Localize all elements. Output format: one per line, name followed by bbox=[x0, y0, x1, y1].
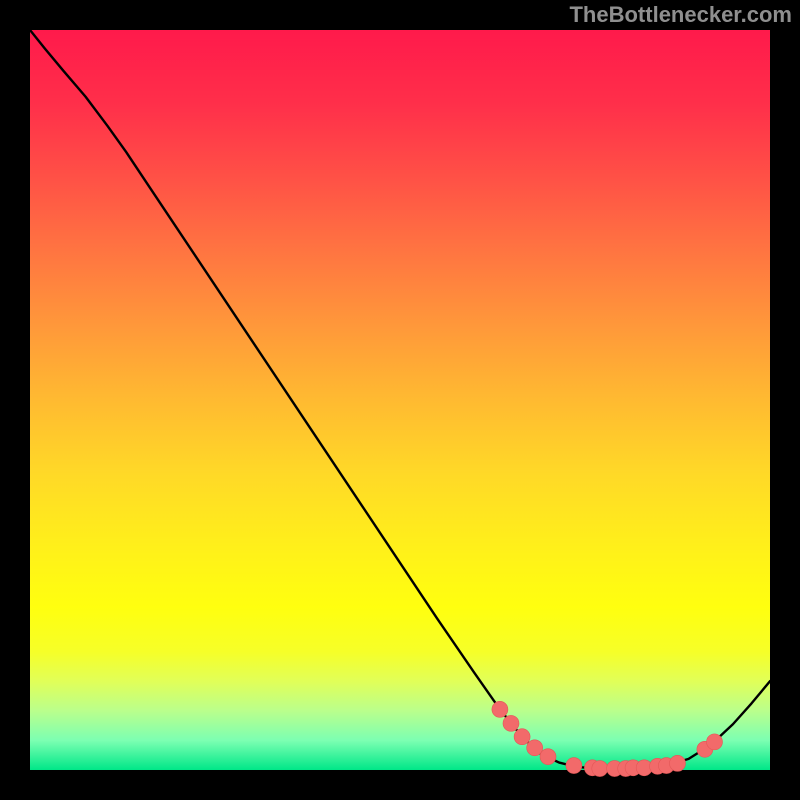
curve-marker bbox=[540, 749, 556, 765]
curve-marker bbox=[566, 758, 582, 774]
bottleneck-chart: TheBottlenecker.com bbox=[0, 0, 800, 800]
curve-marker bbox=[492, 701, 508, 717]
curve-marker bbox=[527, 740, 543, 756]
watermark-text: TheBottlenecker.com bbox=[569, 2, 792, 27]
curve-marker bbox=[514, 729, 530, 745]
curve-marker bbox=[503, 715, 519, 731]
plot-area bbox=[30, 30, 770, 770]
curve-marker bbox=[592, 761, 608, 777]
curve-marker bbox=[670, 755, 686, 771]
curve-marker bbox=[707, 734, 723, 750]
